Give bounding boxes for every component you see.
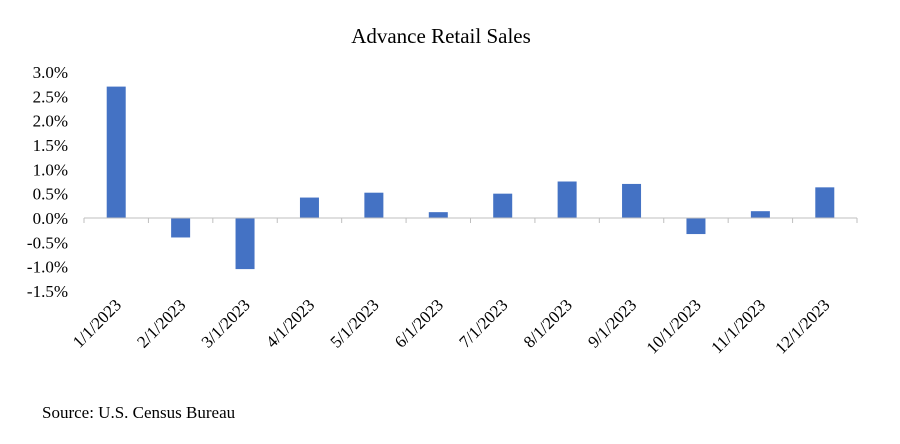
x-tick-label: 7/1/2023 <box>455 295 511 351</box>
x-tick-label: 10/1/2023 <box>643 295 705 357</box>
chart-title: Advance Retail Sales <box>351 24 531 48</box>
y-tick-label: 0.0% <box>33 209 68 228</box>
bar-6/1/2023 <box>428 212 448 218</box>
x-tick-label: 8/1/2023 <box>520 295 576 351</box>
x-tick-label: 6/1/2023 <box>391 295 447 351</box>
bar-8/1/2023 <box>557 181 577 218</box>
bar-11/1/2023 <box>750 211 770 218</box>
x-tick-label: 11/1/2023 <box>707 295 769 357</box>
y-axis-tick-labels: 3.0% 2.5% 2.0% 1.5% 1.0% 0.5% 0.0% -0.5% -1.0% -1… <box>27 63 68 301</box>
x-tick-label: 4/1/2023 <box>262 295 318 351</box>
x-tick-label: 1/1/2023 <box>69 295 125 351</box>
bars <box>106 86 835 270</box>
y-tick-label: 0.5% <box>33 185 68 204</box>
source-note: Source: U.S. Census Bureau <box>42 403 236 422</box>
y-tick-label: 3.0% <box>33 63 68 82</box>
bar-7/1/2023 <box>493 193 513 218</box>
y-tick-label: -0.5% <box>27 233 68 252</box>
y-tick-label: 2.5% <box>33 87 68 106</box>
x-axis-tick-marks <box>83 218 858 223</box>
x-tick-label: 5/1/2023 <box>327 295 383 351</box>
bar-2/1/2023 <box>171 218 191 238</box>
bar-3/1/2023 <box>235 218 255 270</box>
x-tick-label: 2/1/2023 <box>133 295 189 351</box>
bar-9/1/2023 <box>622 183 642 218</box>
y-tick-label: 2.0% <box>33 112 68 131</box>
bar-1/1/2023 <box>106 86 126 218</box>
x-tick-label: 9/1/2023 <box>584 295 640 351</box>
y-tick-label: 1.0% <box>33 160 68 179</box>
x-tick-label: 12/1/2023 <box>771 295 833 357</box>
x-tick-label: 3/1/2023 <box>198 295 254 351</box>
y-tick-label: -1.0% <box>27 258 68 277</box>
y-tick-label: 1.5% <box>33 136 68 155</box>
bar-4/1/2023 <box>299 197 319 218</box>
bar-10/1/2023 <box>686 218 706 235</box>
bar-5/1/2023 <box>364 192 384 218</box>
bar-12/1/2023 <box>815 187 835 218</box>
x-axis-tick-labels: 1/1/2023 2/1/2023 3/1/2023 4/1/2023 5/1/2023… <box>69 295 834 357</box>
y-tick-label: -1.5% <box>27 282 68 301</box>
